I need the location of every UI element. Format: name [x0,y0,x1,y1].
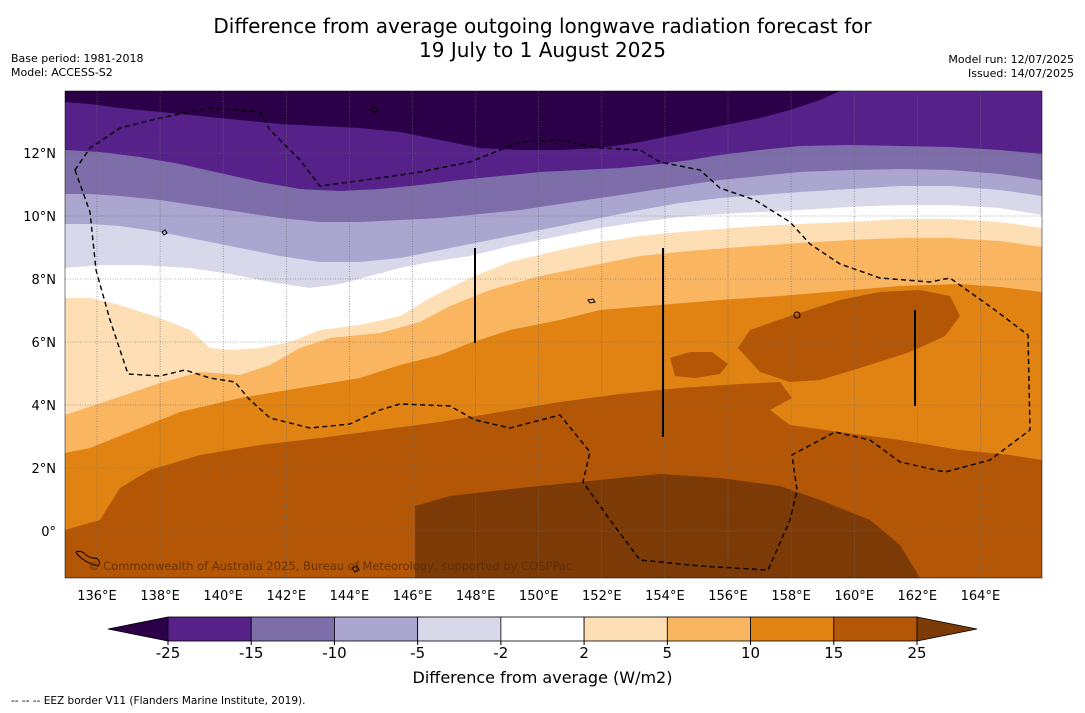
latitude-label: 6°N [32,336,57,351]
colorbar-box [167,616,252,642]
colorbar-label: -10 [322,644,347,662]
latitude-label: 10°N [23,210,56,225]
colorbar-box [417,616,502,642]
islands [75,106,801,573]
colorbar-labels: -25 -15 -10 -5 -2 2 5 10 15 25 [156,641,927,662]
eez-legend-footer: -- -- -- EEZ border V11 (Flanders Marine… [11,695,306,707]
contour-fill-layer [65,91,1042,578]
colorbar-label: 15 [824,644,843,662]
longitude-label: 154°E [645,589,685,604]
issued-text: Issued: 14/07/2025 [967,67,1074,80]
base-period-text: Base period: 1981-2018 [11,52,144,65]
model-text: Model: ACCESS-S2 [11,66,113,79]
longitude-label: 148°E [456,589,496,604]
longitude-label: 144°E [330,589,370,604]
band-15-25-small [670,352,728,378]
colorbar-box [666,616,751,642]
meta-right: Model run: 12/07/2025 Issued: 14/07/2025 [948,53,1074,81]
colorbar-label: -5 [410,644,425,662]
colorbar-box [250,616,335,642]
colorbar [107,616,978,642]
longitude-label: 164°E [961,589,1001,604]
copyright-text: © Commonwealth of Australia 2025, Bureau… [88,559,572,573]
longitude-label: 158°E [771,589,811,604]
colorbar-extend-high [916,616,978,642]
colorbar-label: -15 [239,644,264,662]
map-frame [64,90,1043,579]
colorbar-box [750,616,835,642]
longitude-label: 142°E [267,589,307,604]
longitude-label: 136°E [77,589,117,604]
longitude-label: 160°E [834,589,874,604]
latitude-label: 0° [41,525,56,540]
colorbar-title: Difference from average (W/m2) [412,668,673,687]
map-title: Difference from average outgoing longwav… [0,14,1085,62]
model-run-text: Model run: 12/07/2025 [948,53,1074,66]
band-15-25-east [738,290,960,382]
colorbar-box [500,616,585,642]
latitude-label: 4°N [32,399,57,414]
colorbar-label: 5 [663,644,673,662]
colorbar-extend-low [107,616,169,642]
eez-border-line [74,107,1031,571]
longitude-label: 140°E [203,589,243,604]
colorbar-label: 25 [907,644,926,662]
latitude-label: 8°N [32,273,57,288]
graticule [65,91,1042,578]
band-gt-25 [415,474,920,578]
longitude-label: 152°E [582,589,622,604]
longitude-labels: 136°E 138°E 140°E 142°E 144°E 146°E 148°E 150°E… [77,589,1000,604]
colorbar-box [583,616,668,642]
meta-left: Base period: 1981-2018 Model: ACCESS-S2 [11,52,143,80]
colorbar-box [334,616,419,642]
band-lt-m25 [65,91,840,150]
longitude-label: 138°E [140,589,180,604]
colorbar-label: -2 [493,644,508,662]
colorbar-box [833,616,918,642]
longitude-label: 162°E [898,589,938,604]
title-line-2: 19 July to 1 August 2025 [419,38,666,62]
colorbar-label: 2 [579,644,589,662]
colorbar-label: -25 [156,644,181,662]
longitude-label: 156°E [708,589,748,604]
marker-bars [474,248,916,437]
latitude-label: 12°N [23,147,56,162]
longitude-label: 150°E [519,589,559,604]
latitude-label: 2°N [32,462,57,477]
colorbar-label: 10 [741,644,760,662]
latitude-labels: 12°N 10°N 8°N 6°N 4°N 2°N 0° [23,147,56,540]
title-line-1: Difference from average outgoing longwav… [213,14,872,38]
longitude-label: 146°E [393,589,433,604]
